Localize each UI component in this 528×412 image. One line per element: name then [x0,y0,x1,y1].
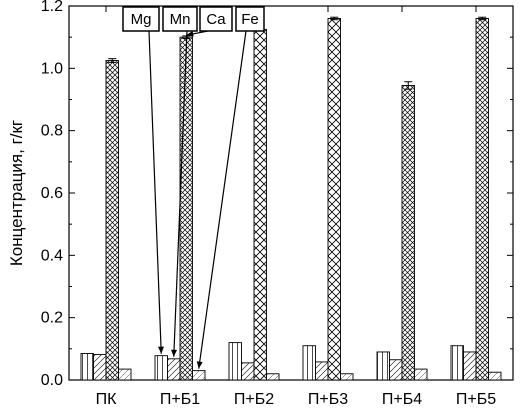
x-tick-label: ПК [96,391,118,408]
annotations: Mg Mn Ca Fe [122,6,265,369]
x-tick-label: П+Б3 [308,391,348,408]
y-axis-title: Концентрация, г/кг [7,120,26,266]
bar-ca-5 [401,85,415,381]
plot-frame [68,5,514,381]
bar-fe-2 [192,370,206,381]
bar-mn-2 [167,358,181,381]
x-tick-label: П+Б2 [234,391,274,408]
y-tick-label: 0.8 [41,123,63,140]
annotation-label-fe: Fe [241,11,259,28]
bar-mn-4 [315,361,329,381]
bar-ca-1 [105,60,119,381]
annotation-arrowhead-fe [196,361,203,369]
annotation-label-mg: Mg [131,11,152,28]
bar-mg-4 [302,345,316,381]
bar-ca-2 [179,36,193,381]
bar-fe-5 [414,368,428,381]
y-tick-label: 1.2 [41,0,63,15]
bar-mg-5 [376,351,390,381]
bar-mg-3 [228,342,242,381]
annotation-box-mn [162,6,198,32]
annotation-label-ca: Ca [206,11,226,28]
bar-mg-2 [154,355,168,381]
y-tick-label: 1.0 [41,60,63,77]
annotation-arrow-mn [173,30,188,357]
annotation-label-mn: Mn [170,11,191,28]
bar-fe-3 [266,373,280,381]
bar-mn-3 [241,362,255,381]
y-tick-label: 0.6 [41,185,63,202]
bar-mg-6 [450,345,464,381]
annotation-arrow-mg [148,30,162,354]
bar-mn-6 [463,351,477,381]
y-tick-label: 0.0 [41,372,63,389]
bar-ca-3 [253,28,267,381]
annotation-arrow-fe [198,30,247,369]
y-tick-label: 0.2 [41,310,63,327]
bar-fe-1 [118,368,132,381]
bar-fe-6 [488,371,502,381]
bar-ca-4 [327,18,341,381]
y-tick-label: 0.4 [41,247,63,264]
annotation-box-fe [235,6,265,32]
annotation-arrowhead-mg [157,346,164,354]
bar-mn-1 [93,353,107,381]
annotation-box-mg [122,6,160,32]
x-tick-label: П+Б5 [456,391,496,408]
x-tick-label: П+Б1 [160,391,200,408]
bar-ca-6 [475,18,489,381]
bar-mn-5 [389,359,403,381]
bars [80,18,502,381]
annotation-box-ca [199,6,233,32]
axes: 0.0 0.2 0.4 0.6 0.8 1.0 1.2 Концентрация, г/кг П… [7,0,514,408]
bar-fe-4 [340,373,354,381]
bar-mg-1 [80,353,94,381]
annotation-arrowhead-ca [186,30,194,37]
annotation-arrowhead-mn [171,349,178,357]
x-tick-label: П+Б4 [382,391,422,408]
